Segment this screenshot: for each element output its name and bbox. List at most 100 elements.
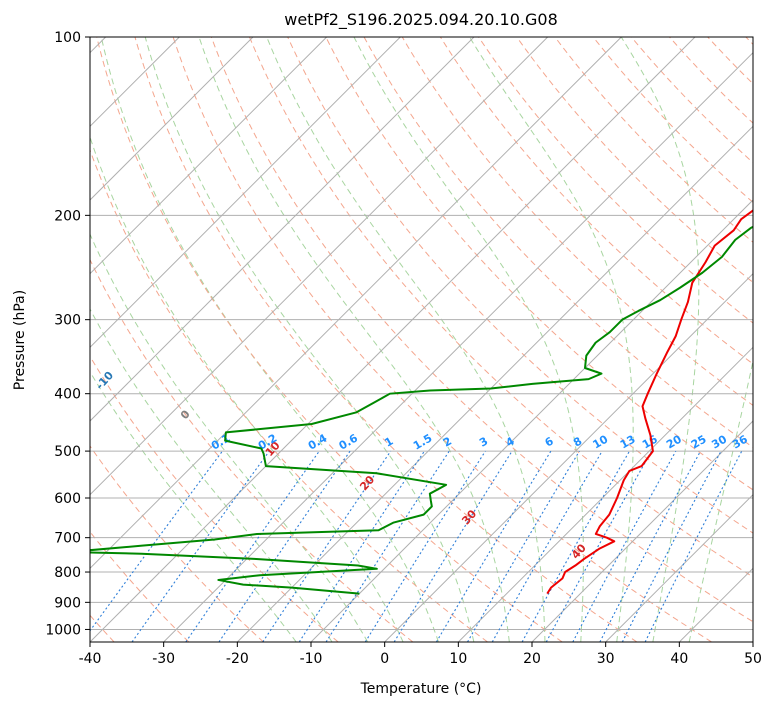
isotherm (531, 420, 753, 642)
dry-adiabat (745, 37, 753, 46)
dry-adiabat (90, 530, 190, 642)
mixing-ratio-line (467, 450, 580, 642)
mixing-ratio-line (572, 450, 677, 642)
dry-adiabat (287, 37, 753, 534)
dry-adiabat (669, 37, 753, 124)
mixing-ratio-label: 6 (543, 434, 556, 449)
moist-adiabat (90, 308, 333, 642)
y-tick-label: 100 (54, 30, 81, 46)
isotherms (90, 37, 753, 642)
moist-adiabat (100, 37, 439, 642)
mixing-ratio-label: 8 (571, 435, 584, 450)
moist-adiabat (90, 370, 297, 642)
isotherm (90, 37, 401, 349)
isotherm (90, 37, 475, 422)
y-tick-label: 1000 (45, 622, 81, 638)
dry-adiabat (90, 445, 264, 642)
x-tick-label: 0 (380, 651, 389, 667)
y-tick-label: 700 (54, 531, 81, 547)
dry-adiabat-label: 30 (459, 507, 479, 527)
moist-adiabat (198, 37, 510, 642)
y-tick-label: 800 (54, 565, 81, 581)
dry-adiabat (401, 37, 753, 406)
mixing-ratio-line (325, 450, 450, 642)
dry-adiabat (363, 37, 753, 448)
y-tick-label: 500 (54, 444, 81, 460)
dry-adiabat-label: 0 (178, 407, 193, 422)
moist-adiabat (353, 37, 584, 642)
mixing-ratio-label: 20 (664, 432, 684, 451)
isotherm (90, 37, 622, 570)
profile-series-2 (90, 225, 753, 595)
isotherm (90, 37, 254, 201)
isotherm (90, 37, 696, 642)
mixing-ratio-line (599, 450, 702, 642)
dry-adiabat (172, 37, 712, 642)
y-tick-label: 300 (54, 313, 81, 329)
dry-adiabat (210, 37, 753, 623)
moist-adiabat (144, 37, 475, 642)
dry-adiabats (90, 37, 753, 642)
dry-adiabat-label: -10 (93, 369, 116, 393)
mixing-ratio-line (545, 450, 653, 642)
dry-adiabat (478, 37, 753, 324)
x-tick-label: -20 (226, 651, 249, 667)
plot-frame (89, 36, 754, 643)
dry-adiabat (134, 37, 638, 642)
isotherm (752, 641, 753, 642)
mixing-ratio-line (393, 450, 513, 642)
dry-adiabat (630, 37, 753, 164)
mixing-ratio-label: 30 (709, 432, 729, 451)
x-tick-label: 50 (744, 651, 762, 667)
isotherm (457, 346, 753, 642)
x-axis-ticks: -40 -30 -20 -10 0 10 20 30 40 50 (79, 642, 762, 667)
mixing-ratio-label: 25 (689, 433, 709, 452)
y-axis-ticks: 100 200 300 400 500 600 700 800 900 1000 (45, 30, 90, 638)
dry-adiabat (516, 37, 753, 284)
y-tick-label: 600 (54, 491, 81, 507)
dry-adiabat (707, 37, 753, 85)
y-tick-label: 200 (54, 208, 81, 224)
x-tick-label: 40 (670, 651, 688, 667)
x-tick-label: 30 (597, 651, 615, 667)
mixing-ratio-label: 3 (477, 435, 490, 450)
dry-adiabat (439, 37, 753, 365)
x-axis-title: Temperature (°C) (360, 681, 482, 697)
moist-adiabat (469, 37, 634, 642)
mixing-ratio-line (491, 450, 603, 642)
dry-adiabat (90, 258, 414, 642)
moist-adiabat (266, 37, 546, 642)
x-tick-label: -10 (300, 651, 323, 667)
isobars (90, 37, 753, 630)
mixing-ratio-label: 13 (618, 433, 638, 452)
isotherm (605, 493, 753, 642)
mixing-ratio-line (364, 450, 486, 642)
x-tick-label: -30 (152, 651, 175, 667)
plot-area: -100-90-80-70-60-50-40-30-20-10010203040… (90, 37, 753, 642)
mixing-ratio-label: 36 (730, 432, 750, 451)
isotherm (678, 567, 753, 642)
mixing-ratio-line (644, 450, 743, 642)
dry-adiabat (90, 355, 339, 642)
mixing-ratio-label: 10 (590, 432, 610, 451)
y-axis-title: Pressure (hPa) (12, 290, 28, 390)
isotherm (90, 37, 549, 496)
profile-series (90, 209, 753, 595)
mixing-ratio-label: 1.5 (411, 432, 434, 453)
x-tick-label: 10 (449, 651, 467, 667)
isotherm (310, 199, 753, 642)
mixing-ratio-line (218, 450, 351, 642)
moist-adiabat (90, 135, 404, 642)
dry-adiabat (90, 148, 488, 642)
mixing-ratio-line (298, 450, 425, 642)
y-tick-label: 400 (54, 387, 81, 403)
x-tick-label: -40 (79, 651, 102, 667)
isotherm (236, 125, 753, 642)
chart-title: wetPf2_S196.2025.094.20.10.G08 (284, 10, 558, 30)
mixing-ratio-line (521, 450, 630, 642)
mixing-ratio-line (435, 450, 552, 642)
mixing-ratio-line (90, 450, 223, 632)
isotherm (384, 272, 753, 642)
x-tick-label: 20 (523, 651, 541, 667)
